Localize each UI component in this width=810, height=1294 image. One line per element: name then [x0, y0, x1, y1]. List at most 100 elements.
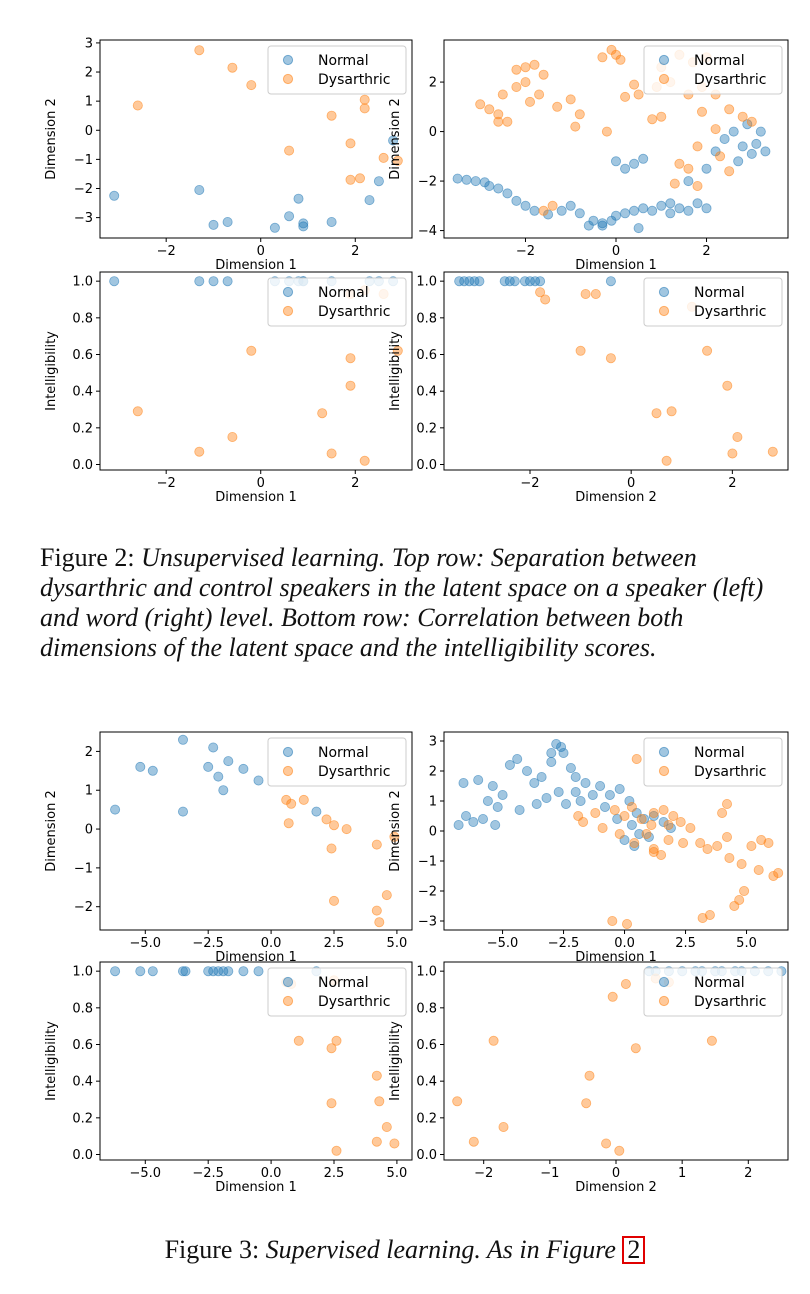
- y-tick-label: 0: [429, 825, 437, 840]
- data-point-dysarthric: [675, 817, 686, 828]
- data-point-normal: [499, 276, 510, 287]
- data-point-normal: [490, 820, 501, 831]
- data-point-dysarthric: [328, 820, 339, 831]
- legend-marker-dysarthric: [282, 73, 294, 85]
- legend-box: [267, 967, 407, 1017]
- x-tick-label: 2: [744, 1166, 752, 1181]
- data-point-dysarthric: [736, 859, 747, 870]
- y-axis-label: Intelligibility: [44, 331, 59, 411]
- data-point-normal: [719, 133, 730, 144]
- figure-3-caption-text: Supervised learning. As in Figure: [265, 1235, 616, 1264]
- y-tick-label: 2: [429, 76, 437, 91]
- data-point-dysarthric: [746, 841, 757, 852]
- x-tick-label: −5.0: [487, 936, 519, 951]
- data-point-dysarthric: [378, 152, 389, 163]
- data-point-normal: [493, 183, 504, 194]
- data-point-dysarthric: [132, 100, 143, 111]
- data-point-normal: [614, 784, 625, 795]
- data-point-dysarthric: [678, 838, 689, 849]
- data-point-dysarthric: [753, 865, 764, 876]
- data-point-dysarthric: [697, 913, 708, 924]
- data-point-normal: [487, 781, 498, 792]
- legend-box: [643, 737, 783, 787]
- data-point-normal: [218, 785, 229, 796]
- x-axis-label: Dimension 1: [575, 950, 657, 965]
- data-point-dysarthric: [498, 1122, 509, 1133]
- data-point-normal: [746, 148, 757, 159]
- data-point-dysarthric: [132, 406, 143, 417]
- plot-frame: [99, 271, 413, 471]
- data-point-dysarthric: [538, 205, 549, 216]
- data-point-dysarthric: [630, 1043, 641, 1054]
- data-point-normal: [558, 748, 569, 759]
- y-tick-label: 0.6: [72, 1038, 93, 1053]
- legend-label-normal: Normal: [318, 285, 369, 301]
- data-point-normal: [574, 208, 585, 219]
- data-point-dysarthric: [298, 794, 309, 805]
- data-point-dysarthric: [669, 178, 680, 189]
- data-point-dysarthric: [580, 288, 591, 299]
- data-point-normal: [525, 276, 536, 287]
- legend-label-dysarthric: Dysarthric: [318, 304, 390, 320]
- y-axis-label: Dimension 2: [388, 98, 403, 180]
- data-point-dysarthric: [601, 1138, 612, 1149]
- data-point-dysarthric: [488, 1035, 499, 1046]
- data-point-dysarthric: [692, 180, 703, 191]
- x-tick-label: −2: [474, 1166, 493, 1181]
- data-point-normal: [629, 158, 640, 169]
- data-point-normal: [639, 814, 650, 825]
- data-point-normal: [656, 200, 667, 211]
- data-point-dysarthric: [359, 455, 370, 466]
- data-point-normal: [565, 200, 576, 211]
- data-point-dysarthric: [389, 831, 400, 842]
- data-point-dysarthric: [648, 844, 659, 855]
- data-point-normal: [504, 760, 515, 771]
- x-tick-label: −2.5: [548, 936, 580, 951]
- data-point-normal: [647, 205, 658, 216]
- figure-3-caption-label: Figure 3:: [164, 1235, 260, 1264]
- data-point-normal: [629, 841, 640, 852]
- scatter-plot-f2d: −2 0 2 0.0 0.2 0.4 0.6 0.8 1.0 Dimension 2 Intelli…: [388, 271, 789, 505]
- data-point-dysarthric: [722, 832, 733, 843]
- data-point-dysarthric: [493, 116, 504, 127]
- scatter-plot-f3d: −2 −1 0 1 2 0.0 0.2 0.4 0.6 0.8 1.0 Dimension 2 Inte…: [388, 961, 789, 1195]
- data-point-dysarthric: [317, 408, 328, 419]
- data-point-dysarthric: [371, 1070, 382, 1081]
- data-point-normal: [502, 188, 513, 199]
- data-point-dysarthric: [648, 847, 659, 858]
- data-point-normal: [638, 203, 649, 214]
- data-point-dysarthric: [706, 1035, 717, 1046]
- data-point-normal: [293, 193, 304, 204]
- data-point-normal: [253, 775, 264, 786]
- data-point-normal: [109, 190, 120, 201]
- legend-label-dysarthric: Dysarthric: [694, 72, 766, 88]
- data-point-dysarthric: [619, 811, 630, 822]
- data-point-normal: [565, 763, 576, 774]
- data-point-normal: [464, 276, 475, 287]
- x-axis-label: Dimension 1: [215, 1180, 297, 1195]
- data-point-dysarthric: [371, 905, 382, 916]
- data-point-dysarthric: [345, 174, 356, 185]
- data-point-normal: [177, 966, 188, 977]
- data-point-dysarthric: [648, 808, 659, 819]
- legend-label-dysarthric: Dysarthric: [318, 994, 390, 1010]
- legend-label-normal: Normal: [694, 745, 745, 761]
- scatter-plot-f3c: −5.0 −2.5 0.0 2.5 5.0 0.0 0.2 0.4 0.6 0.8 1.0 Dimen…: [44, 961, 413, 1195]
- data-point-dysarthric: [534, 89, 545, 100]
- x-axis-label: Dimension 2: [575, 1180, 657, 1195]
- data-point-normal: [633, 223, 644, 234]
- legend-box: [267, 45, 407, 95]
- legend-box: [267, 277, 407, 327]
- data-point-normal: [453, 820, 464, 831]
- data-point-dysarthric: [597, 823, 608, 834]
- data-point-dysarthric: [468, 1136, 479, 1147]
- data-point-normal: [597, 218, 608, 229]
- data-point-dysarthric: [717, 808, 728, 819]
- data-point-dysarthric: [584, 1070, 595, 1081]
- data-point-normal: [611, 156, 622, 167]
- data-point-dysarthric: [392, 345, 403, 356]
- data-point-dysarthric: [293, 1035, 304, 1046]
- data-point-normal: [461, 174, 472, 185]
- figure-ref-link[interactable]: 2: [622, 1236, 646, 1264]
- x-tick-label: 2: [351, 244, 359, 259]
